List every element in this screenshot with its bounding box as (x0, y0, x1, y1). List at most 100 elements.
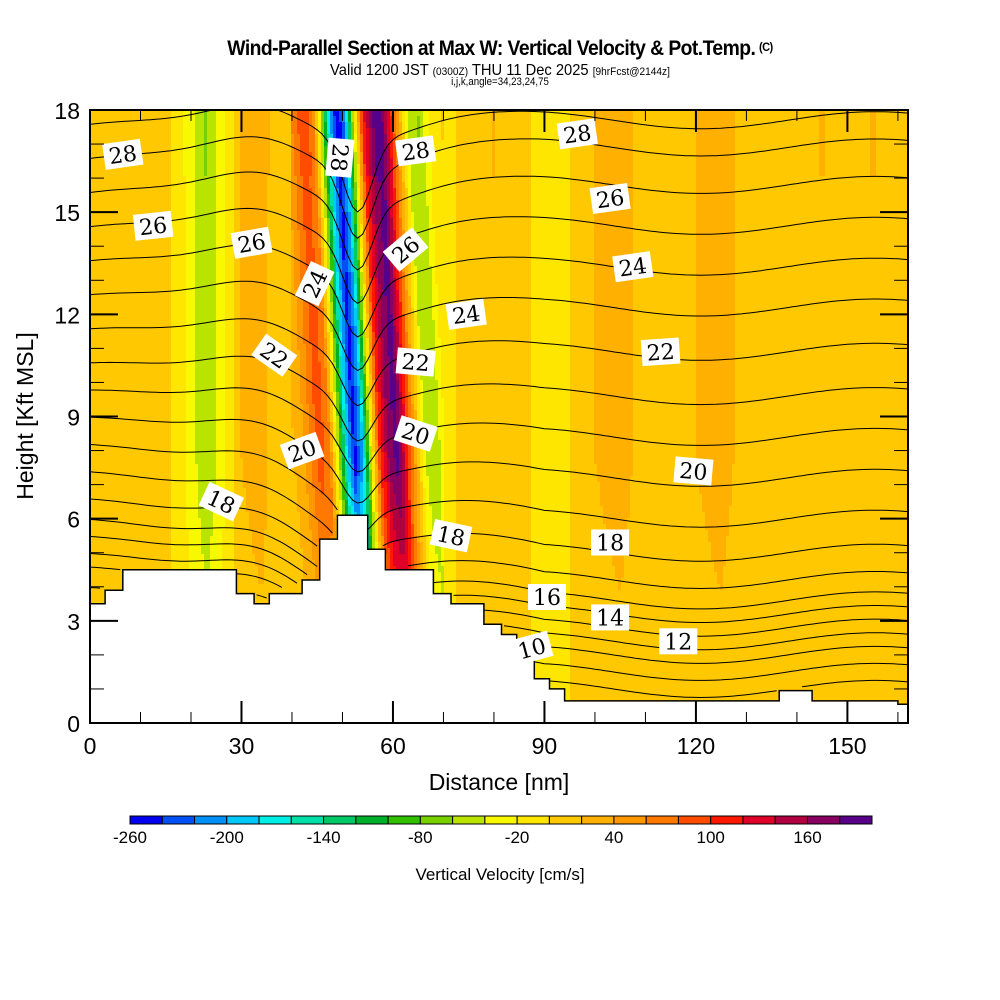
field-cell (201, 554, 205, 561)
field-cell (99, 350, 103, 357)
field-cell (141, 206, 145, 213)
field-cell (165, 188, 169, 195)
field-cell (132, 506, 136, 513)
field-cell (99, 356, 103, 363)
field-cell (183, 518, 187, 525)
field-cell (93, 470, 97, 477)
field-cell (177, 242, 181, 249)
field-cell (132, 236, 136, 243)
field-cell (192, 260, 196, 267)
field-cell (225, 260, 229, 267)
field-cell (147, 248, 151, 255)
field-cell (123, 512, 127, 519)
field-cell (198, 518, 202, 525)
field-cell (114, 224, 118, 231)
field-cell (156, 332, 160, 339)
field-cell (114, 134, 118, 141)
field-cell (207, 518, 211, 525)
field-cell (180, 506, 184, 513)
field-cell (177, 236, 181, 243)
field-cell (162, 242, 166, 249)
field-cell (195, 476, 199, 483)
field-cell (192, 194, 196, 201)
field-cell (129, 560, 133, 567)
field-cell (138, 500, 142, 507)
field-cell (189, 308, 193, 315)
field-cell (183, 314, 187, 321)
field-cell (198, 116, 202, 123)
field-cell (162, 452, 166, 459)
field-cell (234, 212, 238, 219)
field-cell (99, 134, 103, 141)
field-cell (189, 296, 193, 303)
field-cell (147, 308, 151, 315)
field-cell (201, 266, 205, 273)
field-cell (168, 518, 172, 525)
field-cell (231, 152, 235, 159)
field-cell (150, 320, 154, 327)
field-cell (174, 404, 178, 411)
field-cell (123, 314, 127, 321)
field-cell (207, 308, 211, 315)
field-cell (216, 152, 220, 159)
field-cell (129, 530, 133, 537)
field-cell (162, 266, 166, 273)
field-cell (171, 200, 175, 207)
field-cell (225, 254, 229, 261)
field-cell (138, 206, 142, 213)
field-cell (210, 362, 214, 369)
field-cell (117, 134, 121, 141)
field-cell (105, 176, 109, 183)
field-cell (150, 488, 154, 495)
field-cell (96, 344, 100, 351)
field-cell (183, 416, 187, 423)
field-cell (228, 446, 232, 453)
field-cell (219, 314, 223, 321)
field-cell (225, 368, 229, 375)
field-cell (183, 224, 187, 231)
field-cell (225, 362, 229, 369)
field-cell (96, 392, 100, 399)
field-cell (171, 452, 175, 459)
field-cell (177, 452, 181, 459)
field-cell (120, 182, 124, 189)
field-cell (102, 530, 106, 537)
field-cell (168, 404, 172, 411)
field-cell (219, 368, 223, 375)
field-cell (180, 458, 184, 465)
field-cell (162, 170, 166, 177)
field-cell (219, 332, 223, 339)
field-cell (159, 242, 163, 249)
field-cell (201, 188, 205, 195)
field-cell (192, 134, 196, 141)
field-cell (147, 440, 151, 447)
field-cell (123, 530, 127, 537)
field-cell (225, 410, 229, 417)
field-cell (210, 116, 214, 123)
field-cell (117, 392, 121, 399)
field-cell (117, 398, 121, 405)
field-cell (201, 362, 205, 369)
field-cell (162, 278, 166, 285)
field-cell (93, 140, 97, 147)
field-cell (150, 452, 154, 459)
field-cell (231, 482, 235, 489)
field-cell (183, 470, 187, 477)
field-cell (126, 488, 130, 495)
field-cell (168, 488, 172, 495)
field-cell (153, 386, 157, 393)
field-cell (183, 530, 187, 537)
field-cell (186, 230, 190, 237)
field-cell (174, 452, 178, 459)
field-cell (177, 164, 181, 171)
field-cell (201, 368, 205, 375)
field-cell (210, 182, 214, 189)
field-cell (114, 122, 118, 129)
field-cell (120, 488, 124, 495)
field-cell (147, 350, 151, 357)
field-cell (129, 392, 133, 399)
field-cell (117, 326, 121, 333)
field-cell (114, 404, 118, 411)
field-cell (234, 224, 238, 231)
field-cell (207, 152, 211, 159)
